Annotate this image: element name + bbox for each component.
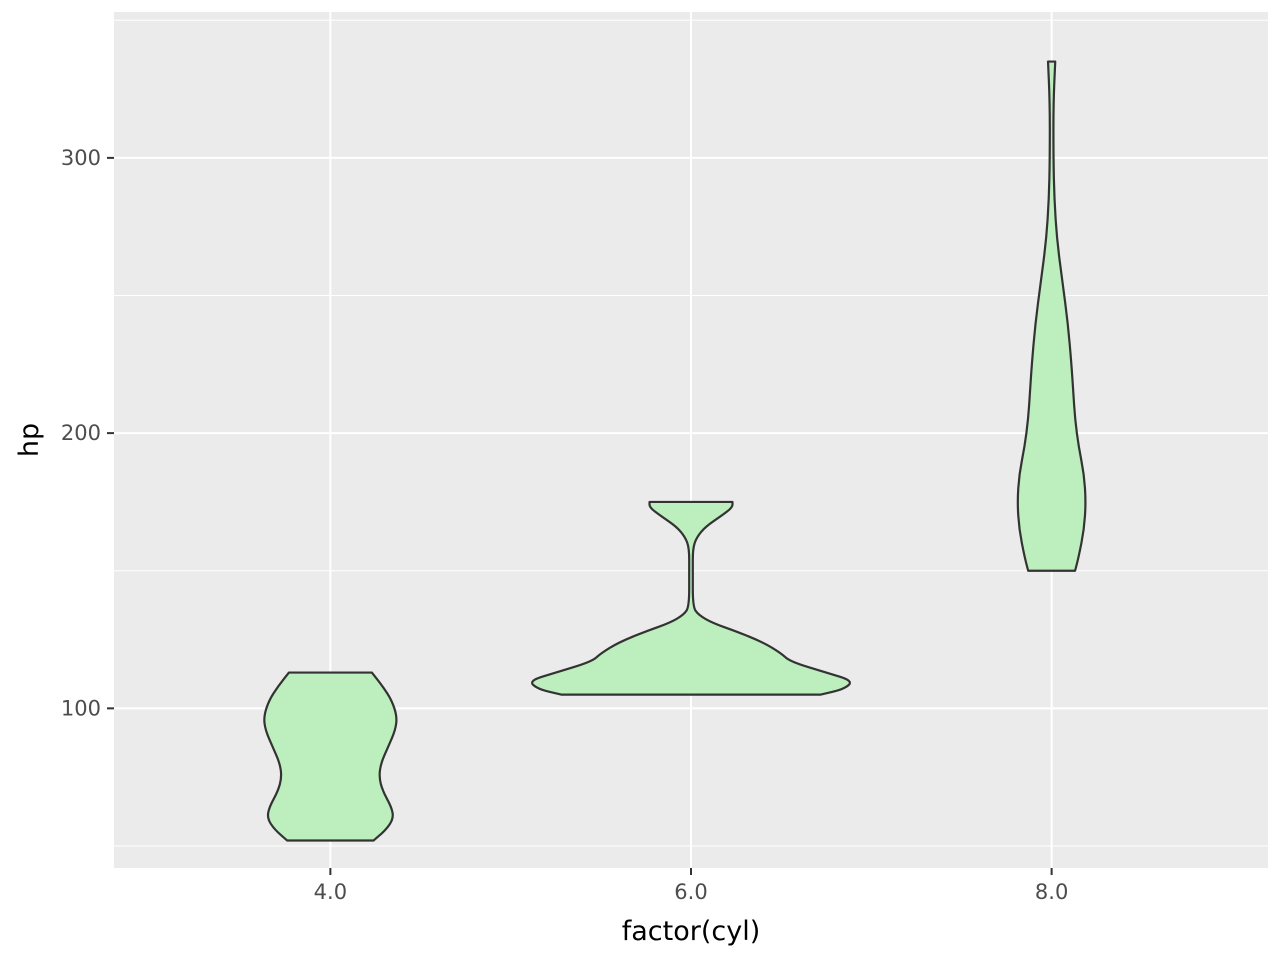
violin-8-0: [1016, 60, 1087, 572]
violin-4-0: [263, 671, 398, 842]
x-tick-label: 6.0: [674, 880, 707, 904]
violins: [263, 60, 1087, 842]
y-tick-label: 200: [61, 421, 101, 445]
y-tick-label: 300: [61, 146, 101, 170]
y-tick-label: 100: [61, 696, 101, 720]
x-tick-label: 8.0: [1035, 880, 1068, 904]
x-axis-title: factor(cyl): [622, 916, 761, 947]
y-axis-title: hp: [14, 423, 45, 457]
x-tick-label: 4.0: [314, 880, 347, 904]
axes: 100 200 300 4.0 6.0 8.0: [61, 146, 1068, 904]
violin-6-0: [531, 500, 851, 696]
